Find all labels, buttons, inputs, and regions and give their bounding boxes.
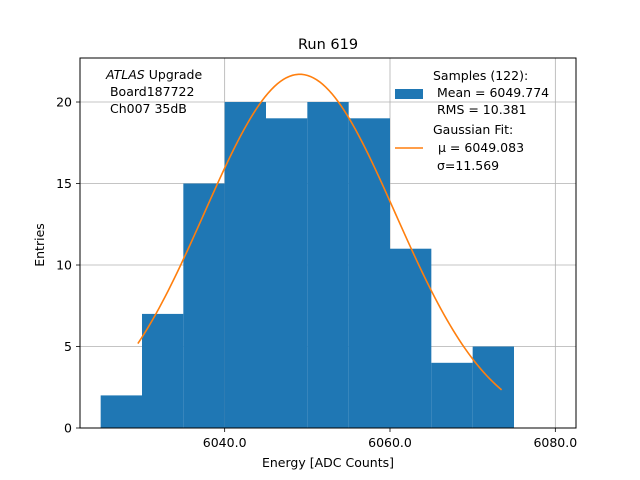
y-tick-label: 20 xyxy=(56,95,72,110)
y-tick-label: 10 xyxy=(56,258,72,273)
legend-fit-header: Gaussian Fit: xyxy=(433,122,513,137)
legend-swatch-histogram xyxy=(395,89,423,99)
y-tick-label: 0 xyxy=(64,421,72,436)
y-axis-ticks: 0 5 10 15 20 xyxy=(56,95,80,436)
x-tick-label: 6040.0 xyxy=(203,435,247,450)
histogram-bar xyxy=(266,118,308,428)
legend-fit-sigma: σ=11.569 xyxy=(433,158,499,173)
histogram-bar xyxy=(100,395,142,428)
x-tick-label: 6080.0 xyxy=(533,435,577,450)
legend-fit-mu: μ = 6049.083 xyxy=(438,140,524,155)
annotation-board: Board187722 xyxy=(106,84,194,99)
histogram-bars xyxy=(100,102,514,428)
annotation-upgrade: Upgrade xyxy=(149,67,203,82)
y-tick-label: 5 xyxy=(64,339,72,354)
histogram-bar xyxy=(390,248,432,428)
annotation-line-1: ATLAS Upgrade xyxy=(105,67,202,82)
y-tick-label: 15 xyxy=(56,176,72,191)
y-axis-label: Entries xyxy=(32,223,47,267)
legend: Samples (122): Mean = 6049.774 RMS = 10.… xyxy=(395,68,549,173)
x-tick-label: 6060.0 xyxy=(368,435,412,450)
histogram-bar xyxy=(431,362,473,428)
histogram-bar xyxy=(307,102,349,428)
chart-title: Run 619 xyxy=(298,37,358,53)
gaussian-fit-curve xyxy=(137,73,503,391)
experiment-annotation: ATLAS Upgrade Board187722 Ch007 35dB xyxy=(105,67,202,116)
x-axis-ticks: 6040.0 6060.0 6080.0 xyxy=(203,428,577,450)
annotation-channel: Ch007 35dB xyxy=(106,101,187,116)
legend-rms: RMS = 10.381 xyxy=(433,102,527,117)
histogram-bar xyxy=(142,313,184,428)
x-axis-label: Energy [ADC Counts] xyxy=(262,455,394,470)
legend-samples-header: Samples (122): xyxy=(433,68,528,83)
histogram-bar xyxy=(348,118,390,428)
axes-frame xyxy=(79,57,577,429)
histogram-bar xyxy=(224,102,266,428)
legend-mean: Mean = 6049.774 xyxy=(433,85,549,100)
annotation-experiment: ATLAS xyxy=(105,67,145,82)
histogram-bar xyxy=(472,346,514,428)
histogram-bar xyxy=(183,183,225,428)
